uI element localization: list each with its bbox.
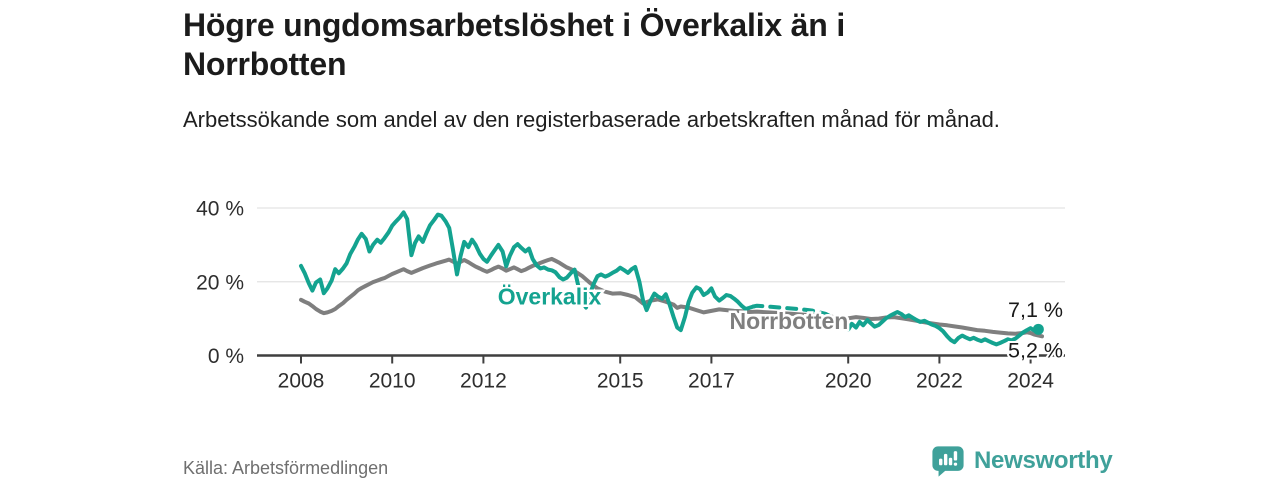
x-tick-label: 2010 [369,370,416,393]
end-marker-overkalix [1032,323,1044,335]
end-value-label-overkalix: 7,1 % [1008,298,1063,322]
y-tick-label: 20 % [196,271,244,294]
source-note: Källa: Arbetsförmedlingen [183,458,389,478]
end-value-label-norrbotten: 5,2 % [1008,338,1063,362]
x-tick-label: 2017 [688,370,735,393]
series-label-norrbotten: Norrbotten [730,308,849,334]
newsworthy-icon [932,446,964,477]
series-overkalix-dashed [751,303,851,332]
y-tick-label: 40 % [196,198,244,221]
y-tick-label: 0 % [208,345,244,368]
x-tick-label: 2022 [916,370,963,393]
chart-subtitle: Arbetssökande som andel av den registerb… [183,107,1000,132]
series-overkalix [299,210,756,333]
line-chart: 0 % 20 % 40 % 2008 2010 2012 2015 2017 2020 2022 2… [196,198,1065,393]
x-tick-label: 2008 [278,370,325,393]
series-label-overkalix: Överkalix [498,284,602,310]
page-title: Högre ungdomsarbetslöshet i Överkalix än… [183,7,846,82]
newsworthy-wordmark: Newsworthy [974,447,1113,474]
x-tick-label: 2020 [825,370,872,393]
x-tick-label: 2024 [1007,370,1054,393]
x-tick-label: 2012 [460,370,507,393]
newsworthy-logo[interactable]: Newsworthy [931,444,1113,478]
series-overkalix [846,310,1041,347]
x-tick-label: 2015 [597,370,644,393]
